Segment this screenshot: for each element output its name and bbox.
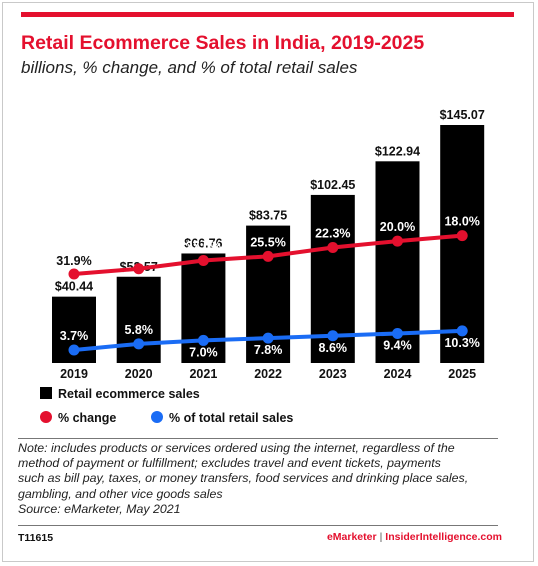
accent-bar xyxy=(21,12,514,17)
series-point xyxy=(456,230,468,242)
x-tick-label: 2023 xyxy=(319,367,347,381)
series-data-label: 8.6% xyxy=(319,341,348,355)
source-line: Source: eMarketer, May 2021 xyxy=(18,501,181,516)
note-line: method of payment or fulfillment; exclud… xyxy=(18,456,441,471)
series-point xyxy=(327,242,339,254)
series-data-label: 27.0% xyxy=(186,239,221,253)
legend-swatch-bar xyxy=(40,387,52,399)
series-data-label: 18.0% xyxy=(444,215,479,229)
series-point xyxy=(262,332,274,344)
series-point xyxy=(197,334,209,346)
chart-plot: $40.44$52.57$66.76$83.75$102.45$122.94$1… xyxy=(40,108,485,425)
bar-value-label: $66.76 xyxy=(184,236,222,250)
series-data-label: 3.7% xyxy=(60,329,89,343)
bar-value-label: $122.94 xyxy=(375,144,420,158)
bar-value-label: $40.44 xyxy=(55,280,93,294)
x-tick-label: 2024 xyxy=(384,367,412,381)
series-point xyxy=(456,325,468,337)
note-line: gambling, and other vice goods sales xyxy=(18,486,223,501)
legend-label-red: % change xyxy=(58,411,116,425)
series-data-label: 22.3% xyxy=(315,227,350,241)
divider-bottom xyxy=(18,525,498,526)
series-data-label: 25.5% xyxy=(250,235,285,249)
series-data-label: 7.8% xyxy=(254,343,283,357)
divider-top xyxy=(18,438,498,439)
chart-frame xyxy=(2,2,534,562)
x-tick-label: 2019 xyxy=(60,367,88,381)
legend-label-bar: Retail ecommerce sales xyxy=(58,387,200,401)
bar-value-label: $145.07 xyxy=(440,108,485,122)
series-data-label: 9.4% xyxy=(383,338,412,352)
chart-note: Note: includes products or services orde… xyxy=(18,441,498,517)
bar xyxy=(116,276,161,363)
x-tick-label: 2025 xyxy=(448,367,476,381)
series-data-label: 30.0% xyxy=(121,248,156,262)
series-point xyxy=(68,268,80,280)
series-point xyxy=(392,235,403,247)
series-data-label: 5.8% xyxy=(124,323,153,337)
brand-insider: InsiderIntelligence.com xyxy=(385,531,502,543)
footer-brand: eMarketer | InsiderIntelligence.com xyxy=(327,531,502,543)
series-point xyxy=(133,338,145,350)
brand-separator: | xyxy=(379,531,383,543)
legend-label-blue: % of total retail sales xyxy=(169,411,293,425)
x-tick-label: 2020 xyxy=(125,367,153,381)
note-line: such as bill pay, taxes, or money transf… xyxy=(18,471,469,486)
note-line: Note: includes products or services orde… xyxy=(18,441,455,455)
x-tick-label: 2022 xyxy=(254,367,282,381)
series-point xyxy=(327,330,339,342)
x-tick-label: 2021 xyxy=(189,367,217,381)
series-data-label: 7.0% xyxy=(189,345,218,359)
series-point xyxy=(68,344,80,356)
chart-id: T11615 xyxy=(18,532,54,544)
series-point xyxy=(197,254,209,266)
bar-value-label: $83.75 xyxy=(249,209,287,223)
brand-emarketer: eMarketer xyxy=(326,531,377,543)
chart-title: Retail Ecommerce Sales in India, 2019-20… xyxy=(21,32,425,54)
series-data-label: 10.3% xyxy=(444,336,479,350)
series-point xyxy=(262,250,274,262)
legend-swatch-blue xyxy=(151,411,163,423)
series-data-label: 31.9% xyxy=(56,254,91,268)
series-point xyxy=(392,327,403,339)
chart-subtitle: billions, % change, and % of total retai… xyxy=(21,58,358,77)
legend-swatch-red xyxy=(40,411,52,423)
bar xyxy=(440,125,485,363)
series-point xyxy=(133,263,145,275)
series-data-label: 20.0% xyxy=(380,220,415,234)
bar-value-label: $102.45 xyxy=(310,178,355,192)
